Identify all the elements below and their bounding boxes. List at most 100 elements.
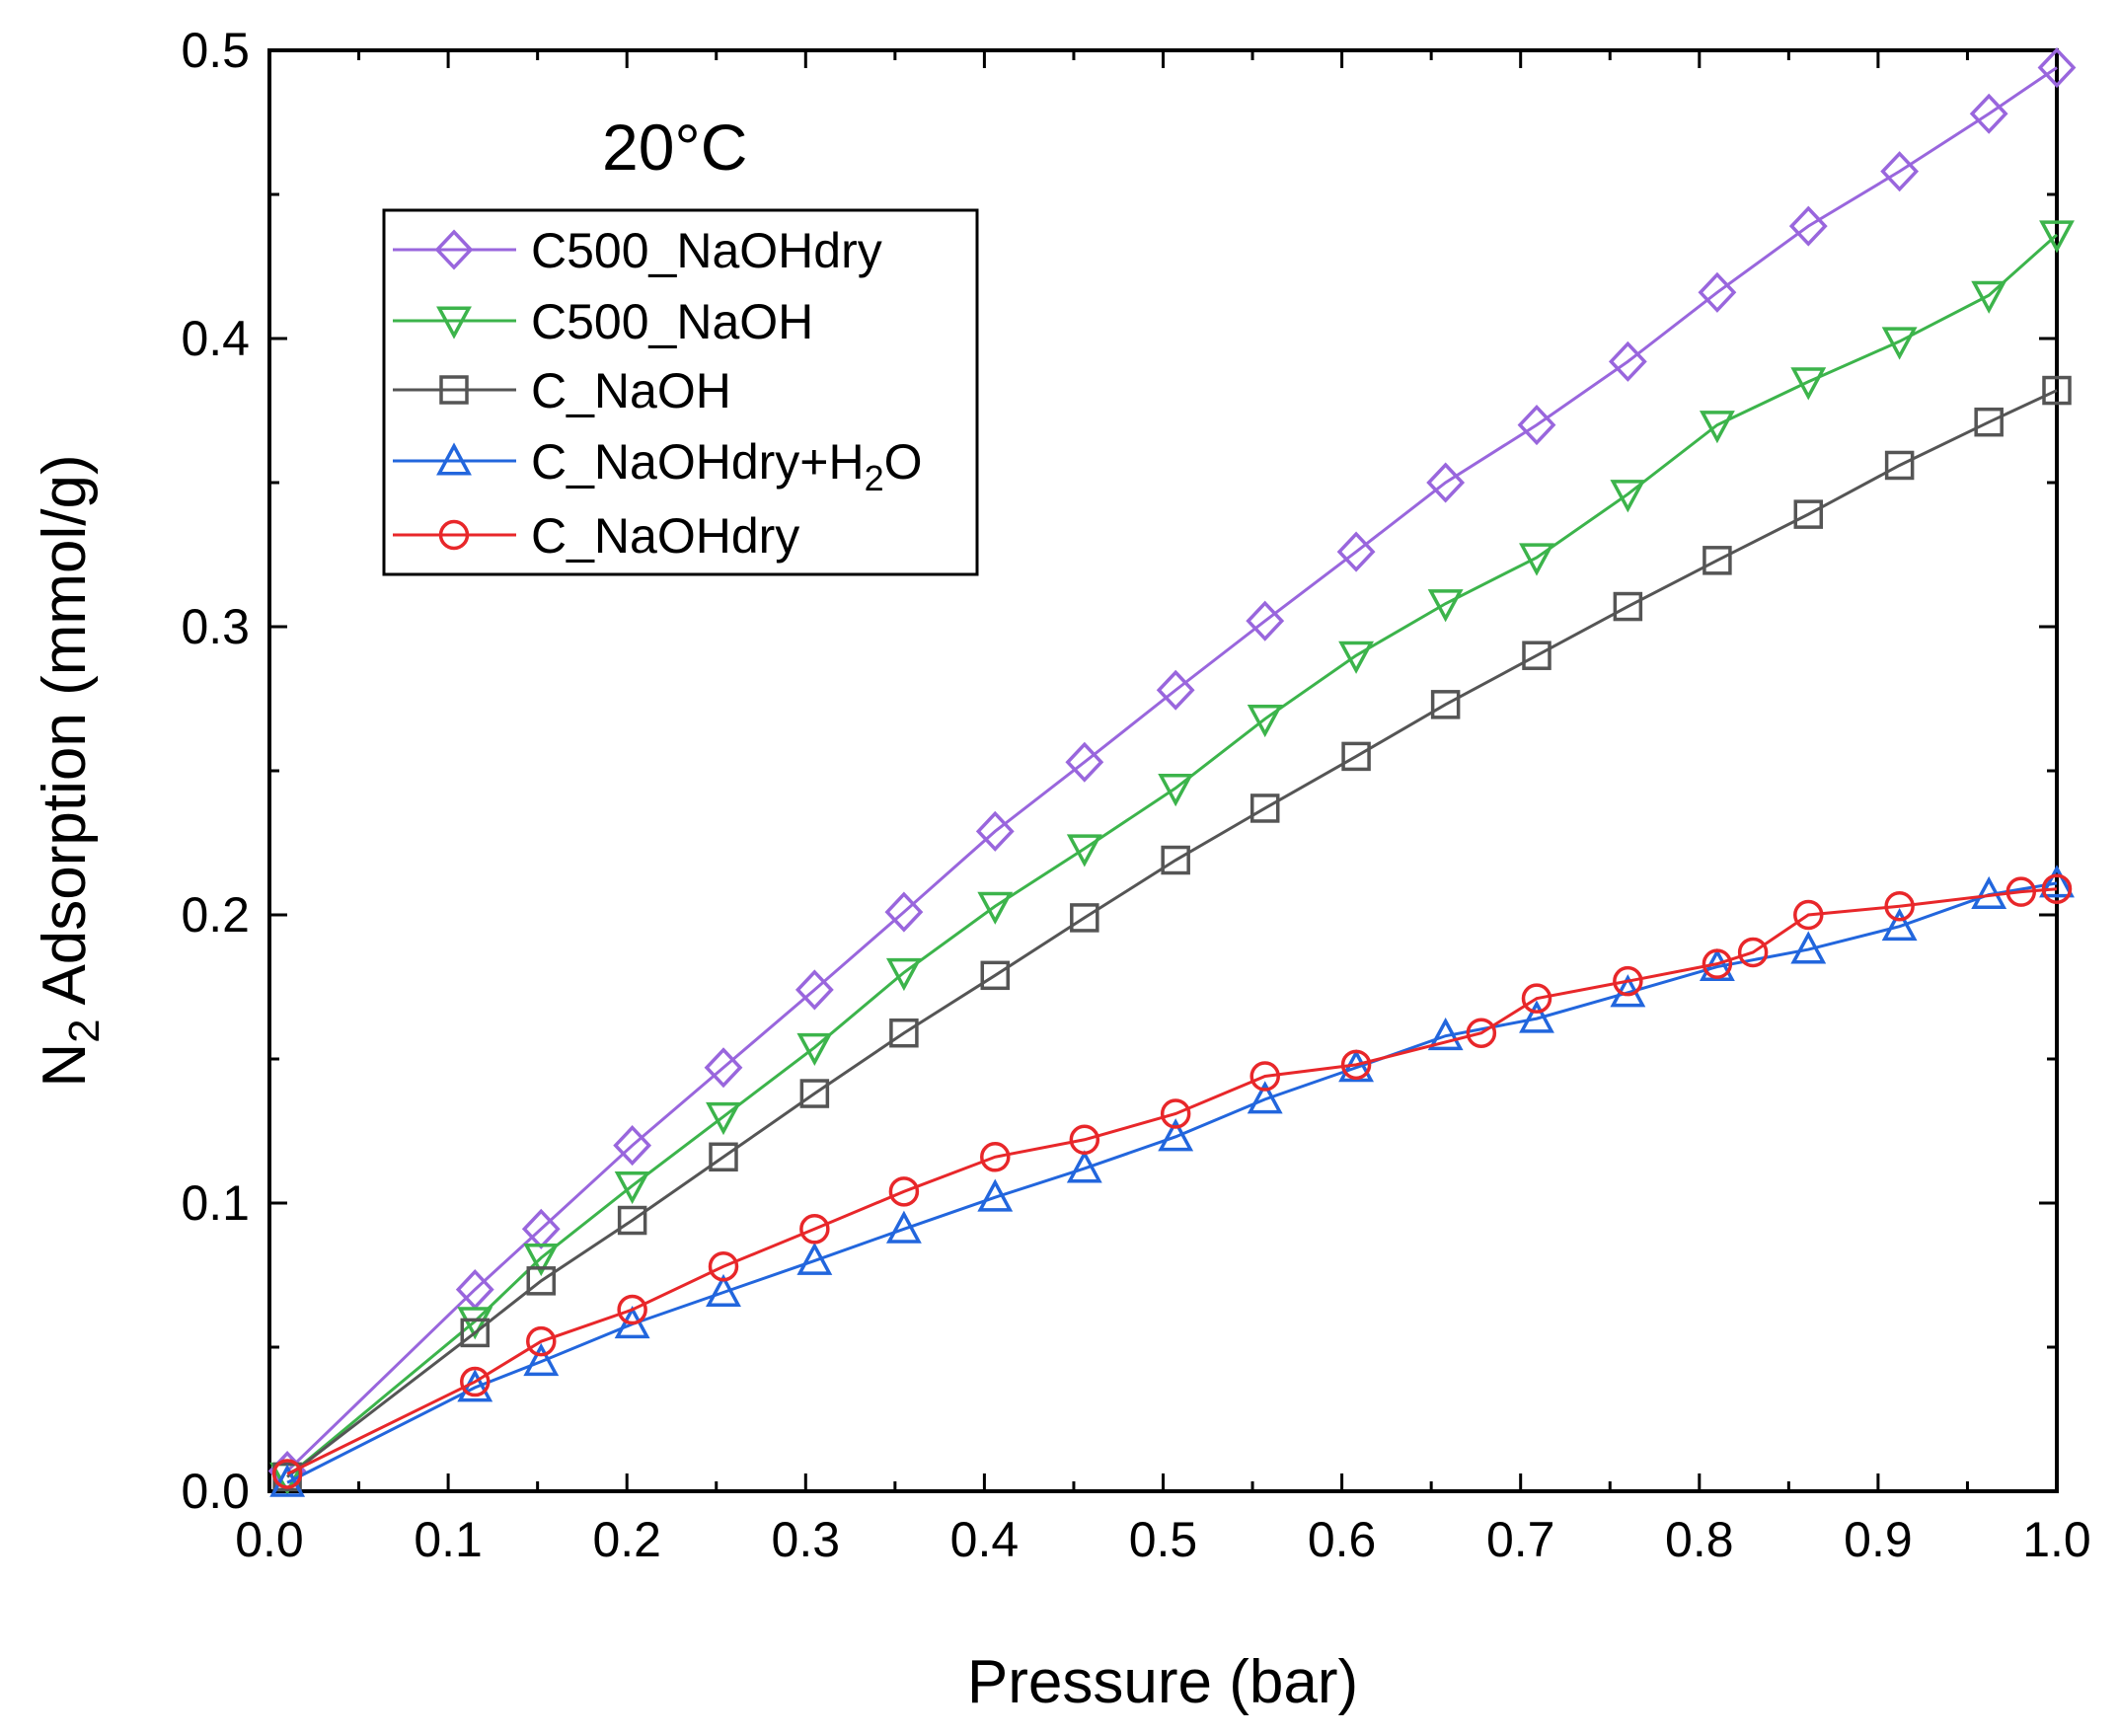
data-point bbox=[457, 1307, 493, 1340]
data-point bbox=[1521, 983, 1552, 1014]
data-point bbox=[975, 810, 1015, 852]
data-point bbox=[889, 1018, 919, 1048]
legend-label: C500_NaOH bbox=[531, 294, 813, 349]
data-point bbox=[977, 1178, 1014, 1212]
data-point bbox=[1737, 937, 1769, 968]
data-point bbox=[708, 1250, 739, 1282]
data-point bbox=[795, 969, 834, 1011]
data-point bbox=[706, 1273, 741, 1308]
x-axis-title: Pressure (bar) bbox=[967, 1648, 1358, 1716]
legend-label: C_NaOHdry bbox=[531, 508, 799, 564]
data-point bbox=[1158, 774, 1194, 807]
temperature-annotation: 20°C bbox=[602, 111, 747, 184]
data-point bbox=[1971, 280, 2007, 314]
data-point bbox=[526, 1325, 557, 1357]
x-tick-label: 0.3 bbox=[772, 1512, 841, 1567]
legend-label-main: C_NaOHdry+H bbox=[531, 434, 865, 490]
x-tick-label: 1.0 bbox=[2022, 1512, 2091, 1567]
data-point bbox=[617, 1294, 647, 1325]
x-tick-label: 0.8 bbox=[1665, 1512, 1734, 1567]
legend-item: C500_NaOHdry bbox=[393, 223, 882, 278]
series-C_NaOHdry+H2O bbox=[269, 865, 2075, 1497]
data-point bbox=[1608, 340, 1647, 382]
data-point bbox=[1158, 1118, 1194, 1152]
data-point bbox=[977, 891, 1014, 925]
data-point bbox=[1793, 499, 1824, 529]
data-point bbox=[1519, 543, 1554, 576]
data-point bbox=[1426, 462, 1466, 503]
y-tick-label: 0.1 bbox=[181, 1175, 250, 1231]
legend-label-main: C500_NaOH bbox=[531, 294, 813, 349]
data-point bbox=[1338, 641, 1375, 674]
data-point bbox=[1160, 1098, 1191, 1129]
data-point bbox=[885, 957, 922, 992]
legend-label-rest: O bbox=[884, 434, 923, 490]
data-point bbox=[617, 1205, 647, 1236]
data-point bbox=[704, 1047, 743, 1089]
legend-box bbox=[382, 208, 979, 576]
x-tick-label: 0.1 bbox=[414, 1512, 483, 1567]
series-line bbox=[286, 389, 2058, 1478]
data-point bbox=[2039, 865, 2075, 898]
legend: C500_NaOHdry C500_NaOH C_NaOH C_NaOHdry+H2O… bbox=[393, 223, 923, 564]
data-point bbox=[1974, 407, 2004, 437]
data-point bbox=[1698, 271, 1737, 313]
data-point bbox=[2041, 873, 2073, 904]
data-point bbox=[1881, 327, 1918, 360]
data-point bbox=[1340, 1049, 1372, 1081]
legend-marker bbox=[438, 519, 470, 551]
data-point bbox=[1249, 793, 1280, 823]
legend-marker bbox=[434, 229, 474, 270]
data-point bbox=[1790, 931, 1827, 964]
y-axis-title-main: N bbox=[31, 1043, 99, 1088]
y-axis-title-rest: Adsorption (mmol/g) bbox=[31, 454, 99, 1019]
data-point bbox=[799, 1214, 830, 1245]
data-point bbox=[888, 1176, 920, 1207]
data-point bbox=[1703, 546, 1732, 575]
data-point bbox=[1066, 834, 1102, 868]
series-line bbox=[286, 887, 2058, 1475]
series-C_NaOH bbox=[272, 375, 2072, 1492]
data-point bbox=[1161, 845, 1190, 875]
data-point bbox=[1430, 690, 1461, 719]
data-point bbox=[1884, 890, 1915, 922]
data-point bbox=[1788, 205, 1828, 247]
x-tick-label: 0.0 bbox=[235, 1512, 304, 1567]
data-point bbox=[980, 960, 1011, 991]
data-point bbox=[796, 1032, 833, 1067]
data-point bbox=[796, 1242, 833, 1275]
y-tick-label: 0.5 bbox=[181, 23, 250, 78]
data-point bbox=[1613, 965, 1643, 997]
data-point bbox=[885, 1210, 922, 1244]
data-point bbox=[1466, 1018, 1497, 1048]
data-point bbox=[460, 1318, 491, 1348]
data-point bbox=[799, 1079, 830, 1108]
legend-item: C_NaOH bbox=[393, 363, 731, 418]
data-point bbox=[1065, 741, 1104, 783]
data-point bbox=[2042, 375, 2072, 406]
y-tick-label: 0.2 bbox=[181, 887, 250, 943]
series-layer bbox=[267, 46, 2077, 1497]
legend-label: C_NaOH bbox=[531, 363, 731, 418]
y-axis-title: N2 Adsorption (mmol/g) bbox=[31, 454, 109, 1087]
data-point bbox=[1517, 405, 1556, 446]
x-tick-label: 0.2 bbox=[592, 1512, 661, 1567]
data-point bbox=[1249, 1061, 1280, 1092]
legend-label: C500_NaOHdry bbox=[531, 223, 882, 278]
legend-marker bbox=[436, 442, 472, 476]
data-point bbox=[614, 1305, 650, 1339]
data-point bbox=[1336, 531, 1376, 572]
data-point bbox=[706, 1101, 741, 1136]
data-point bbox=[1610, 480, 1646, 513]
legend-label-main: C500_NaOHdry bbox=[531, 223, 882, 278]
y-axis-title-subscript: 2 bbox=[60, 1019, 109, 1042]
data-point bbox=[613, 1125, 652, 1167]
legend-label: C_NaOHdry+H2O bbox=[531, 434, 923, 498]
data-point bbox=[1519, 1000, 1554, 1033]
legend-label-main: C_NaOHdry bbox=[531, 508, 799, 564]
x-tick-label: 0.7 bbox=[1486, 1512, 1555, 1567]
legend-item: C500_NaOH bbox=[393, 294, 813, 349]
data-point bbox=[1069, 1124, 1100, 1156]
data-point bbox=[1790, 367, 1827, 401]
